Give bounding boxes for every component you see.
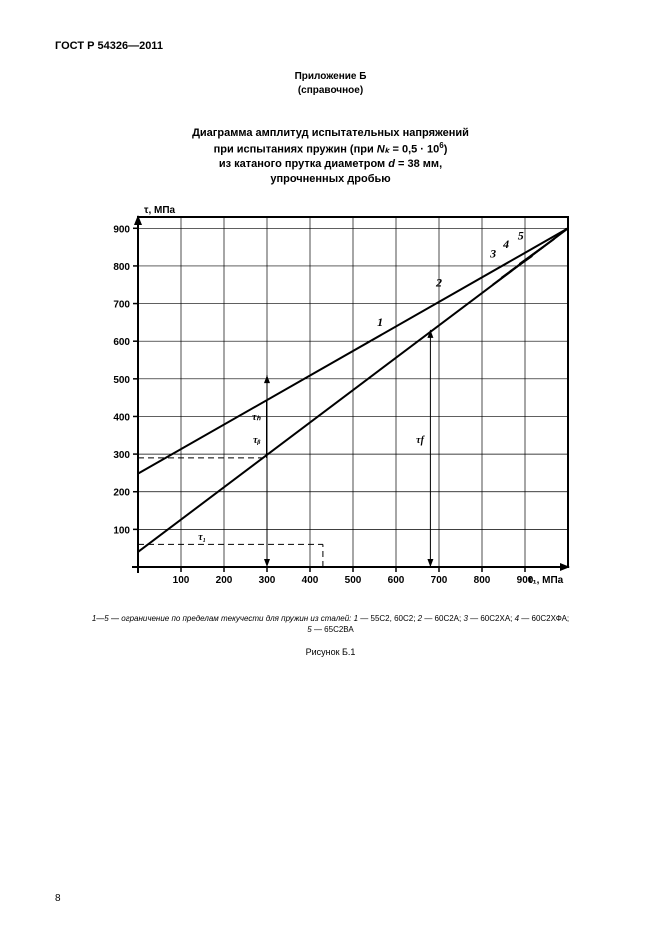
chart-legend: 1—5 — ограничение по пределам текучести … (55, 613, 606, 635)
svg-text:700: 700 (431, 575, 448, 586)
title-l2c: ) (444, 144, 448, 156)
appendix-line1: Приложение Б (295, 71, 367, 82)
svg-text:500: 500 (345, 575, 362, 586)
svg-text:500: 500 (113, 375, 130, 386)
document-header: ГОСТ Р 54326—2011 (55, 40, 606, 52)
legend-i: — 60С2ХФА; (519, 614, 569, 623)
var-d: d (388, 158, 395, 170)
legend-c: — 55С2, 60С2; (358, 614, 418, 623)
title-l2a: при испытаниях пружин (при (214, 144, 377, 156)
svg-text:600: 600 (113, 337, 130, 348)
page-number: 8 (55, 893, 61, 904)
chart-container: 100 200 300 400 500 600 700 800 900 100 200 300 400 5… (83, 199, 578, 599)
svg-text:4: 4 (502, 237, 509, 251)
svg-text:2: 2 (435, 276, 442, 290)
title-l3a: из катаного прутка диаметром (219, 158, 388, 170)
legend-g: — 60С2ХА; (468, 614, 515, 623)
title-l1: Диаграмма амплитуд испытательных напряже… (192, 127, 469, 139)
legend-txt-a: 1—5 — ограничение по пределам текучести … (92, 614, 354, 623)
svg-text:τᵦ: τᵦ (253, 435, 260, 446)
svg-text:1: 1 (377, 315, 383, 329)
svg-text:τ, МПа: τ, МПа (144, 205, 176, 216)
svg-text:800: 800 (474, 575, 491, 586)
title-l3b: = 38 мм, (395, 158, 442, 170)
stress-diagram-chart: 100 200 300 400 500 600 700 800 900 100 200 300 400 5… (83, 199, 578, 599)
appendix-line2: (справочное) (298, 85, 363, 96)
figure-title: Диаграмма амплитуд испытательных напряже… (55, 126, 606, 187)
legend-e: — 60С2А; (422, 614, 463, 623)
svg-text:900: 900 (113, 224, 130, 235)
var-Nk: Nₖ (377, 144, 390, 156)
title-l2b: = 0,5 · 10 (389, 144, 439, 156)
svg-text:100: 100 (113, 525, 130, 536)
svg-text:400: 400 (302, 575, 319, 586)
svg-text:800: 800 (113, 262, 130, 273)
svg-text:5: 5 (518, 229, 524, 243)
title-l4: упрочненных дробью (270, 173, 390, 185)
svg-text:400: 400 (113, 412, 130, 423)
svg-text:200: 200 (113, 488, 130, 499)
svg-text:700: 700 (113, 300, 130, 311)
svg-text:200: 200 (216, 575, 233, 586)
svg-text:τₕ: τₕ (252, 412, 261, 423)
svg-text:τ₁, МПа: τ₁, МПа (528, 575, 564, 586)
svg-text:300: 300 (259, 575, 276, 586)
svg-text:3: 3 (489, 247, 496, 261)
svg-text:300: 300 (113, 450, 130, 461)
svg-text:100: 100 (173, 575, 190, 586)
legend-k: — 65С2ВА (312, 625, 354, 634)
svg-text:600: 600 (388, 575, 405, 586)
svg-text:τ₁: τ₁ (198, 532, 206, 543)
figure-caption: Рисунок Б.1 (55, 647, 606, 657)
appendix-heading: Приложение Б (справочное) (55, 70, 606, 98)
svg-text:τf: τf (416, 435, 425, 446)
